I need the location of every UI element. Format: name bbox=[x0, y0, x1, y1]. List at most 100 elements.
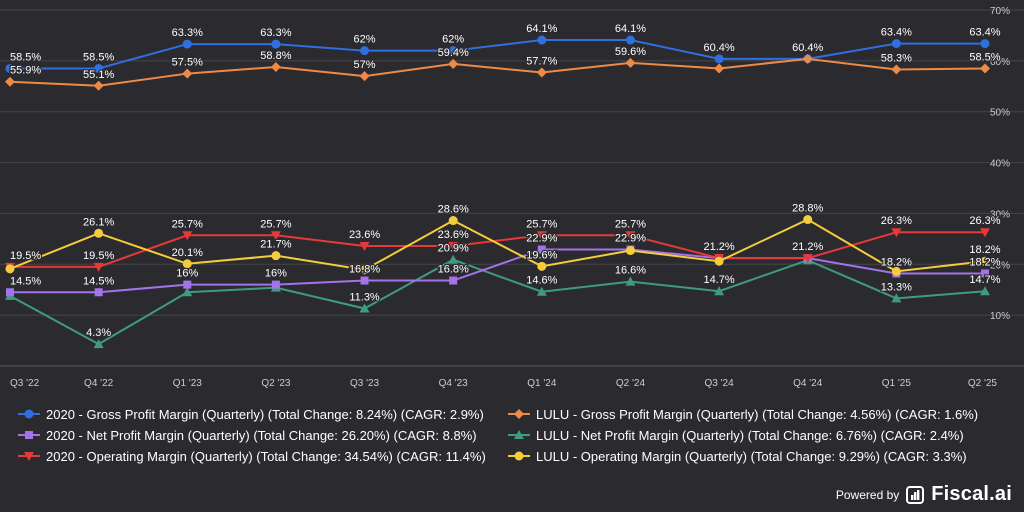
data-labels: 58.5% 58.5% 63.3% 63.3% 62% 62% 64.1% 64.1% 60.4… bbox=[9, 22, 1002, 341]
data-point bbox=[537, 35, 547, 45]
y-tick-label: 40% bbox=[990, 159, 1010, 170]
data-label: 26.1% bbox=[83, 216, 114, 228]
data-label: 60.4% bbox=[792, 42, 823, 54]
series-gplulu bbox=[5, 53, 990, 91]
data-point bbox=[24, 409, 34, 419]
data-point bbox=[714, 63, 725, 74]
data-point bbox=[359, 71, 370, 82]
data-point bbox=[5, 264, 15, 274]
data-label: 26.3% bbox=[969, 215, 1000, 227]
data-point bbox=[182, 287, 193, 297]
legend: 2020 - Gross Profit Margin (Quarterly) (… bbox=[18, 406, 988, 464]
series-line bbox=[9, 57, 986, 87]
data-label: 19.5% bbox=[83, 250, 114, 262]
data-label: 18.2% bbox=[969, 244, 1000, 256]
data-point bbox=[891, 39, 901, 49]
data-point bbox=[93, 262, 104, 272]
powered-by-text: Powered by bbox=[835, 487, 900, 502]
data-label: 28.6% bbox=[438, 204, 469, 216]
data-point bbox=[448, 216, 458, 226]
data-point bbox=[625, 35, 635, 45]
data-label: 63.4% bbox=[881, 27, 912, 39]
legend-item-gplulu[interactable]: LULU - Gross Profit Margin (Quarterly) (… bbox=[508, 406, 988, 422]
series-nplulu bbox=[5, 254, 990, 349]
legend-label: LULU - Operating Margin (Quarterly) (Tot… bbox=[536, 448, 967, 464]
data-label: 25.7% bbox=[526, 218, 557, 230]
data-point bbox=[448, 241, 459, 251]
legend-swatch bbox=[508, 430, 530, 439]
x-tick-label: Q4 '24 bbox=[793, 378, 823, 389]
data-label: 63.3% bbox=[172, 27, 203, 39]
data-point bbox=[514, 451, 524, 461]
data-label: 63.3% bbox=[260, 27, 291, 39]
data-label: 57% bbox=[354, 59, 376, 71]
data-label: 16.8% bbox=[349, 264, 380, 276]
data-point bbox=[6, 288, 14, 297]
y-tick-label: 10% bbox=[990, 311, 1010, 322]
data-point bbox=[5, 76, 15, 87]
data-point bbox=[271, 280, 280, 289]
data-label: 21.2% bbox=[792, 241, 823, 253]
data-point bbox=[803, 215, 813, 225]
legend-label: LULU - Net Profit Margin (Quarterly) (To… bbox=[536, 427, 964, 443]
legend-item-np2020[interactable]: 2020 - Net Profit Margin (Quarterly) (To… bbox=[18, 427, 508, 443]
legend-item-gp2020[interactable]: 2020 - Gross Profit Margin (Quarterly) (… bbox=[18, 406, 508, 422]
legend-swatch bbox=[18, 431, 40, 439]
data-point bbox=[625, 276, 636, 286]
data-point bbox=[980, 256, 990, 266]
x-tick-label: Q1 '23 bbox=[173, 378, 203, 389]
data-point bbox=[802, 254, 813, 264]
series-line bbox=[10, 248, 985, 294]
data-label: 16% bbox=[265, 268, 287, 280]
data-label: 14.6% bbox=[526, 275, 557, 287]
legend-item-oplulu[interactable]: LULU - Operating Margin (Quarterly) (Tot… bbox=[508, 448, 988, 464]
data-label: 58.8% bbox=[260, 50, 291, 62]
data-label: 26.3% bbox=[881, 215, 912, 227]
legend-label: 2020 - Gross Profit Margin (Quarterly) (… bbox=[46, 406, 484, 422]
line-chart: Q3 '22 Q4 '22 Q1 '23 Q2 '23 Q3 '23 Q4 '23 Q1 '… bbox=[0, 6, 1024, 389]
data-point bbox=[94, 228, 104, 238]
legend-label: 2020 - Operating Margin (Quarterly) (Tot… bbox=[46, 448, 486, 464]
data-point bbox=[891, 64, 902, 75]
data-point bbox=[183, 280, 192, 289]
data-label: 23.6% bbox=[349, 229, 380, 241]
data-point bbox=[980, 286, 990, 296]
data-label: 4.3% bbox=[86, 327, 111, 339]
data-point bbox=[182, 39, 192, 49]
data-label: 18.2% bbox=[881, 256, 912, 268]
data-label: 59.4% bbox=[438, 47, 469, 59]
data-label: 18.2% bbox=[969, 256, 1000, 268]
x-tick-label: Q4 '23 bbox=[439, 378, 469, 389]
legend-item-nplulu[interactable]: LULU - Net Profit Margin (Quarterly) (To… bbox=[508, 427, 988, 443]
data-label: 58.3% bbox=[881, 53, 912, 65]
x-tick-label: Q2 '23 bbox=[261, 378, 291, 389]
data-point bbox=[980, 228, 990, 238]
x-tick-label: Q1 '25 bbox=[882, 378, 912, 389]
legend-item-op2020[interactable]: 2020 - Operating Margin (Quarterly) (Tot… bbox=[18, 448, 508, 464]
data-label: 13.3% bbox=[881, 281, 912, 293]
series-group bbox=[5, 35, 990, 349]
y-tick-label: 50% bbox=[990, 108, 1010, 119]
data-point bbox=[891, 266, 901, 276]
data-point bbox=[5, 63, 15, 73]
data-label: 11.3% bbox=[349, 292, 380, 304]
data-label: 19.6% bbox=[526, 249, 557, 261]
series-line bbox=[9, 258, 986, 346]
data-label: 23.6% bbox=[438, 229, 469, 241]
data-label: 57.7% bbox=[526, 56, 557, 68]
data-point bbox=[625, 57, 636, 68]
data-label: 19.5% bbox=[10, 250, 41, 262]
y-tick-label: 60% bbox=[990, 57, 1010, 68]
data-label: 25.7% bbox=[172, 218, 203, 230]
data-label: 55.9% bbox=[10, 65, 41, 77]
data-point bbox=[93, 80, 104, 91]
data-point bbox=[536, 231, 547, 241]
data-point bbox=[514, 430, 524, 439]
data-point bbox=[94, 63, 104, 73]
data-point bbox=[270, 231, 281, 241]
series-op2020 bbox=[5, 228, 990, 272]
data-point bbox=[448, 254, 459, 264]
x-tick-label: Q3 '24 bbox=[705, 378, 735, 389]
data-point bbox=[980, 63, 990, 74]
data-point bbox=[270, 61, 281, 72]
